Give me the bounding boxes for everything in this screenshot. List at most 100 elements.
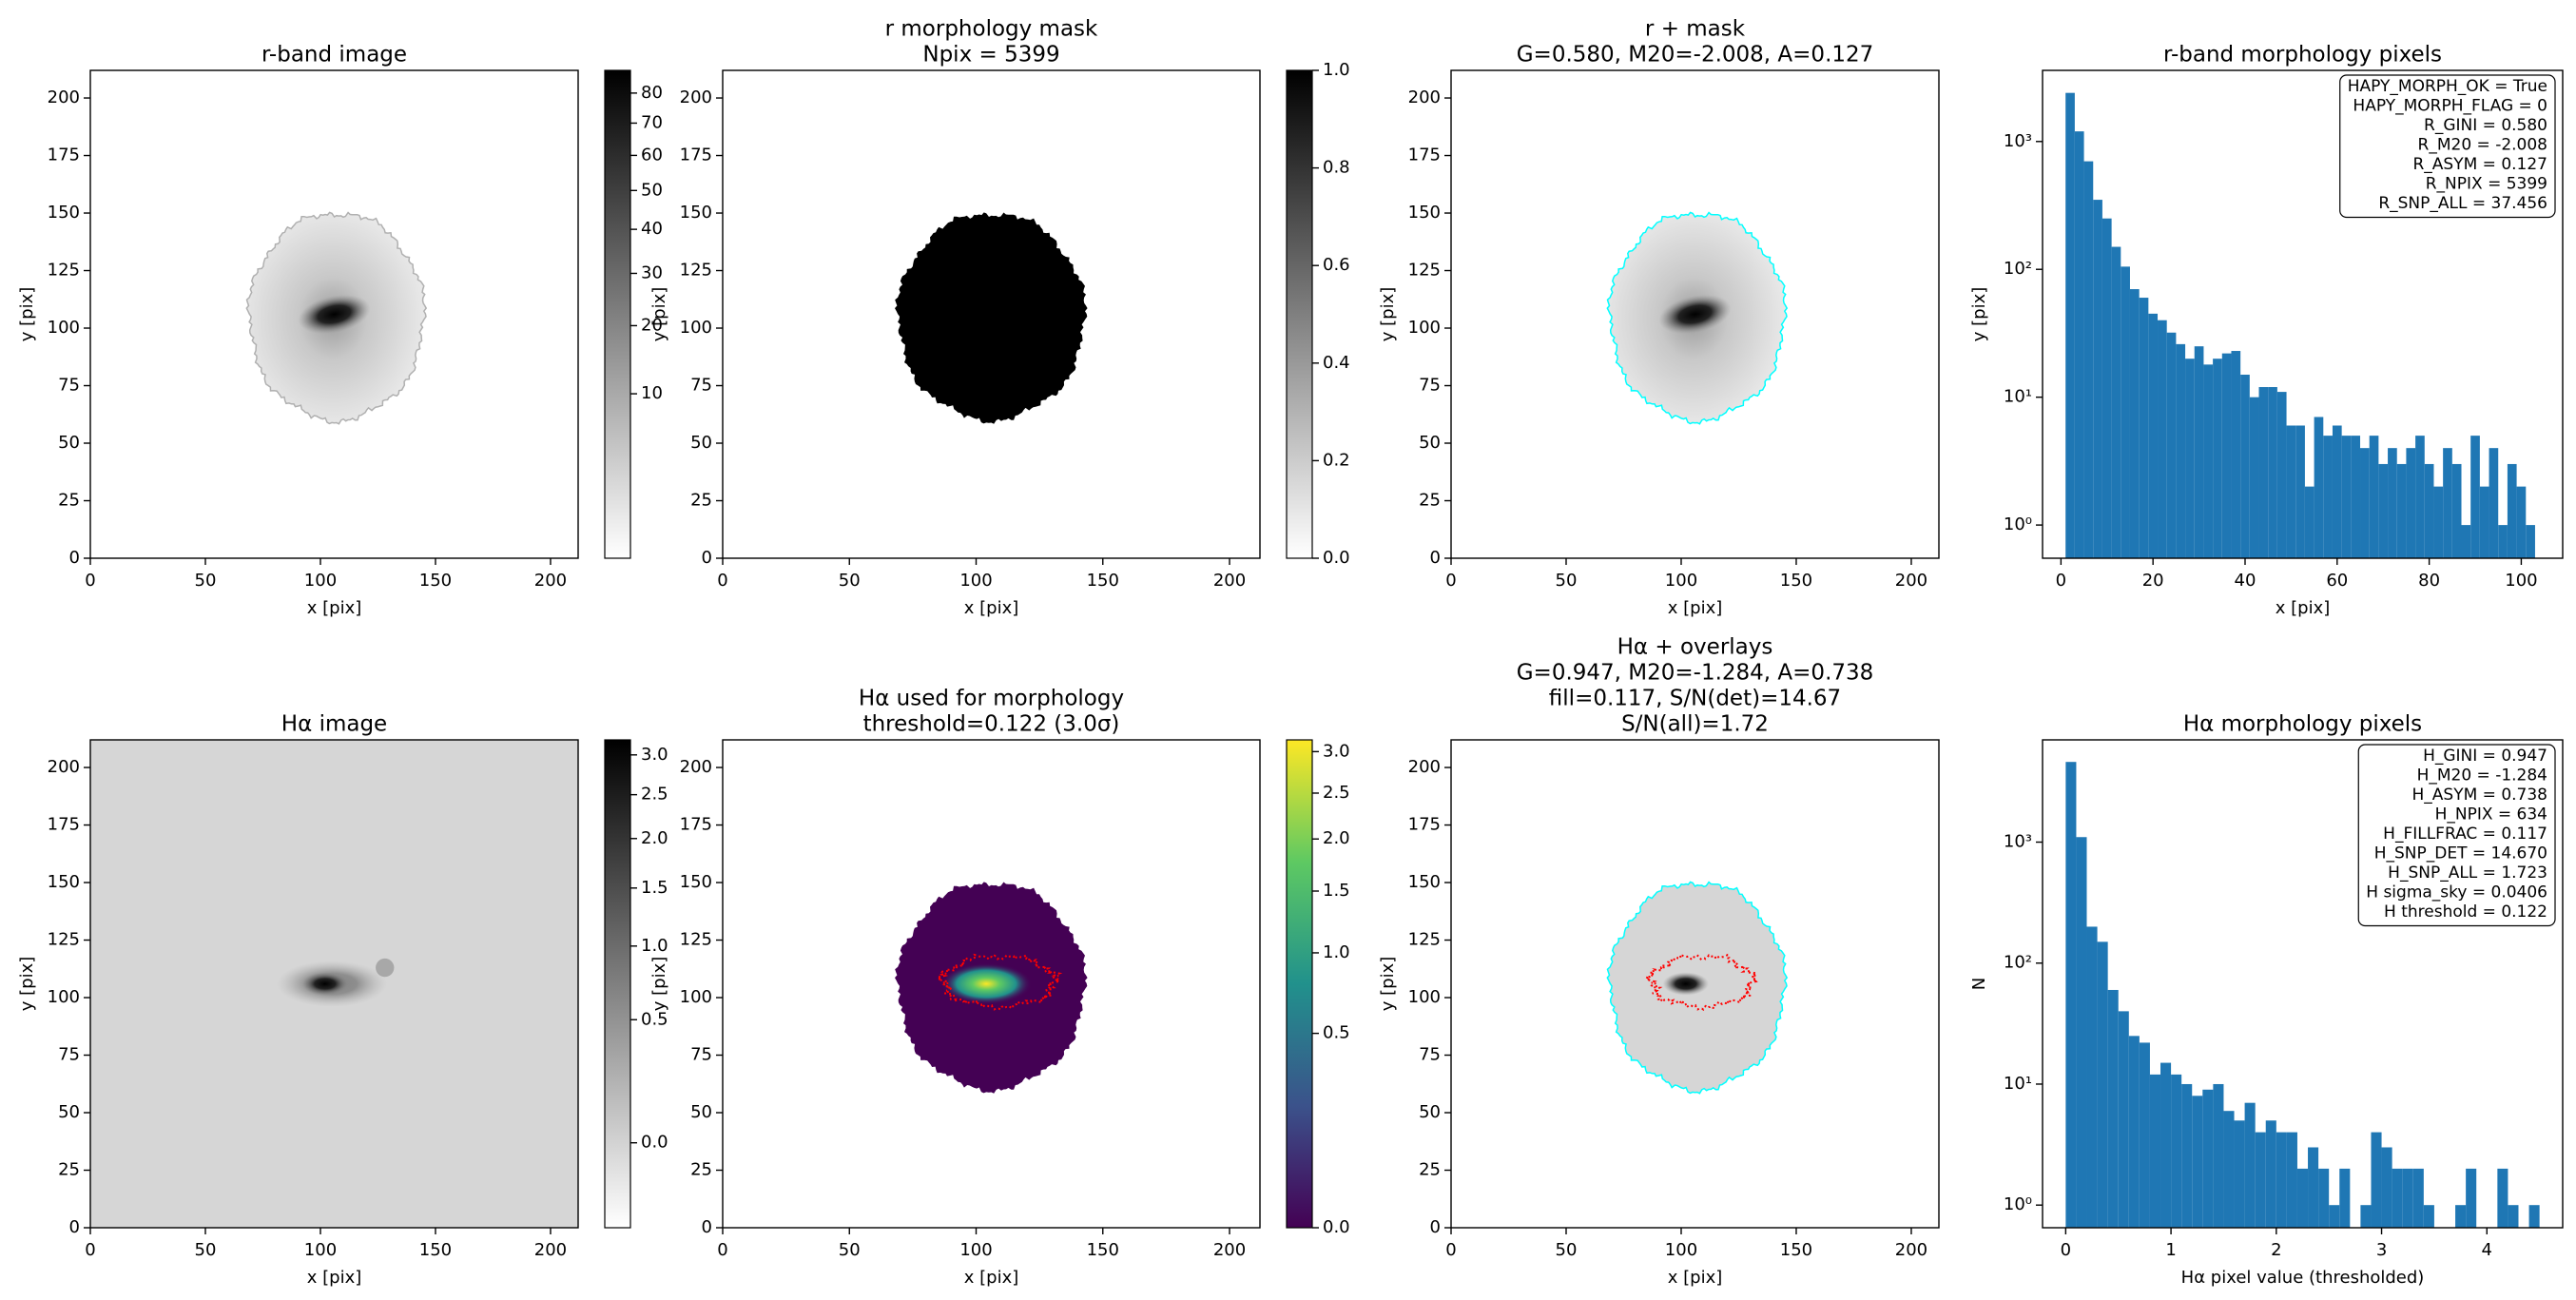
y-tick-label: 75 xyxy=(58,376,80,396)
histogram-bar xyxy=(2149,1074,2161,1228)
y-tick-label: 0 xyxy=(69,548,80,568)
panel-title: G=0.947, M20=-1.284, A=0.738 xyxy=(1517,661,1874,686)
x-tick-label: 150 xyxy=(1780,1240,1812,1260)
annotation-line: H_SNP_DET = 14.670 xyxy=(2374,844,2547,863)
histogram-bar xyxy=(2194,346,2204,558)
annotation-box xyxy=(2357,744,2556,927)
x-tick-label: 80 xyxy=(2418,571,2440,591)
panel-title: Hα used for morphology xyxy=(859,687,1124,711)
x-tick-label: 0 xyxy=(2061,1240,2071,1260)
axes-frame xyxy=(1450,69,1940,559)
panel-title: S/N(all)=1.72 xyxy=(1621,712,1769,737)
colorbar-tick-label: 1.0 xyxy=(1323,942,1350,962)
axes-frame xyxy=(1450,739,1940,1229)
annotation-line: H_FILLFRAC = 0.117 xyxy=(2383,825,2547,844)
y-tick-label: 75 xyxy=(1419,376,1441,396)
x-tick-label: 50 xyxy=(195,571,217,591)
y-tick-label: 0 xyxy=(69,1217,80,1237)
histogram-bar xyxy=(2498,525,2508,558)
y-tick-label: 0 xyxy=(702,548,712,568)
galaxy-core xyxy=(298,294,371,335)
x-tick-label: 50 xyxy=(1556,1240,1578,1260)
histogram-bar xyxy=(2249,397,2259,558)
axes-frame xyxy=(89,739,579,1229)
image-content xyxy=(1606,881,1789,1095)
x-tick-label: 50 xyxy=(839,1240,861,1260)
histogram-bar xyxy=(2255,1132,2266,1228)
histogram-bar xyxy=(2526,525,2535,558)
y-tick-label: 10¹ xyxy=(2004,1074,2032,1094)
histogram-bar xyxy=(2508,1205,2519,1228)
y-tick-label: 25 xyxy=(58,1160,80,1180)
histogram-bar xyxy=(2074,131,2084,558)
y-tick-label: 150 xyxy=(48,203,80,223)
annotation-line: R_GINI = 0.580 xyxy=(2424,116,2547,135)
image-content xyxy=(895,882,1088,1094)
colorbar-tick-label: 10 xyxy=(641,383,663,403)
x-tick-label: 4 xyxy=(2482,1240,2492,1260)
y-tick-label: 175 xyxy=(680,815,712,835)
x-tick-label: 0 xyxy=(2056,571,2066,591)
colorbar-tick-label: 2.5 xyxy=(641,785,668,805)
colorbar-tick-label: 0.5 xyxy=(1323,1023,1350,1043)
histogram-bar xyxy=(2244,1102,2256,1228)
panel-title: r-band morphology pixels xyxy=(2163,43,2442,68)
y-axis-label: N xyxy=(1969,978,1989,990)
galaxy-core xyxy=(301,972,349,996)
histogram-bar xyxy=(2406,448,2416,558)
histogram-bar xyxy=(2308,1147,2319,1228)
histogram-bar xyxy=(2202,1089,2214,1228)
annotation-line: H sigma_sky = 0.0406 xyxy=(2366,883,2547,902)
y-tick-label: 200 xyxy=(48,87,80,107)
histogram-bar xyxy=(2234,1120,2245,1228)
colorbar-tick-label: 0.0 xyxy=(1323,1217,1350,1237)
x-tick-label: 2 xyxy=(2271,1240,2281,1260)
annotation-line: R_SNP_ALL = 37.456 xyxy=(2378,194,2547,213)
x-tick-label: 200 xyxy=(534,571,567,591)
x-tick-label: 200 xyxy=(1213,1240,1246,1260)
y-tick-label: 125 xyxy=(48,930,80,950)
histogram-bar xyxy=(2329,1205,2340,1228)
annotation-box xyxy=(2339,74,2556,219)
image-content xyxy=(245,211,428,425)
histogram-bar xyxy=(2332,425,2342,558)
y-tick-label: 150 xyxy=(1408,203,1441,223)
y-tick-label: 150 xyxy=(48,872,80,892)
x-tick-label: 50 xyxy=(1556,571,1578,591)
histogram-bar xyxy=(2276,1132,2287,1228)
histogram-bar xyxy=(2451,463,2462,558)
y-tick-label: 175 xyxy=(48,146,80,165)
galaxy-core xyxy=(1662,972,1710,996)
histogram-bar xyxy=(2470,436,2480,558)
axes-frame xyxy=(2042,69,2564,559)
x-tick-label: 100 xyxy=(304,1240,337,1260)
colorbar-tick-label: 3.0 xyxy=(641,745,668,765)
x-tick-label: 100 xyxy=(1665,1240,1697,1260)
colorbar-tick-label: 0.8 xyxy=(1323,158,1350,178)
panel-title: fill=0.117, S/N(det)=14.67 xyxy=(1549,687,1841,711)
axes-frame xyxy=(89,69,579,559)
x-tick-label: 150 xyxy=(419,1240,452,1260)
colorbar-tick-label: 1.0 xyxy=(641,936,668,956)
x-tick-label: 100 xyxy=(304,571,337,591)
annotation-line: H threshold = 0.122 xyxy=(2384,902,2547,922)
y-tick-label: 200 xyxy=(680,757,712,777)
colorbar-tick-label: 30 xyxy=(641,262,663,282)
histogram-bar xyxy=(2076,837,2087,1228)
x-tick-label: 200 xyxy=(1213,571,1246,591)
colorbar-tick-label: 70 xyxy=(641,112,663,132)
histogram-bar xyxy=(2402,1168,2413,1228)
y-tick-label: 75 xyxy=(690,376,712,396)
image-content xyxy=(895,212,1088,424)
histogram-bar xyxy=(2433,486,2444,558)
x-tick-label: 100 xyxy=(959,1240,992,1260)
x-axis-label: x [pix] xyxy=(1668,598,1723,618)
histogram-bar xyxy=(2378,463,2389,558)
annotation-line: R_ASYM = 0.127 xyxy=(2412,155,2547,174)
colorbar-tick-label: 80 xyxy=(641,83,663,103)
x-tick-label: 0 xyxy=(85,1240,95,1260)
colorbar-tick-label: 0.0 xyxy=(641,1133,668,1153)
panel-title: Hα + overlays xyxy=(1617,635,1773,660)
axes-frame xyxy=(722,69,1261,559)
y-tick-label: 0 xyxy=(1430,548,1441,568)
